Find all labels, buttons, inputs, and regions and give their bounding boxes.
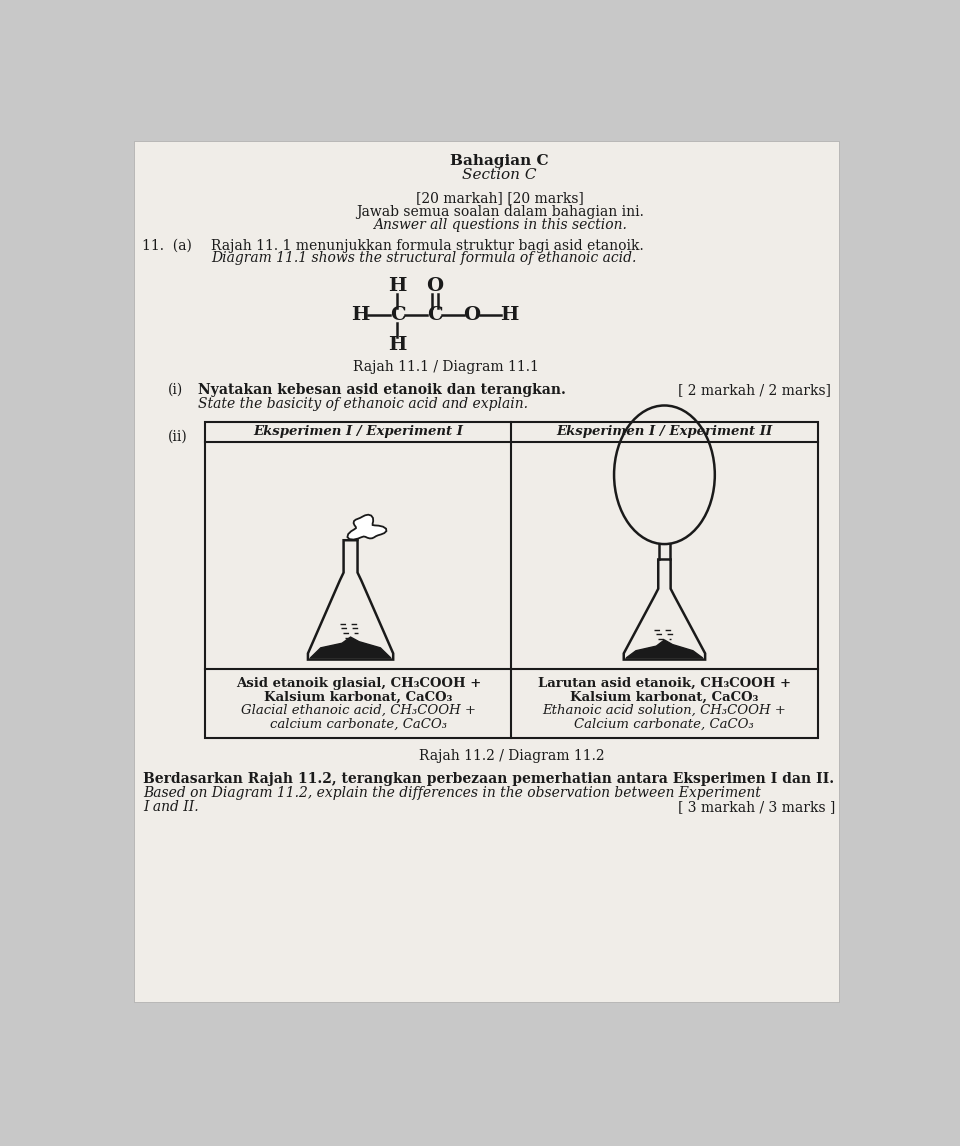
Text: Based on Diagram 11.2, explain the differences in the observation between Experi: Based on Diagram 11.2, explain the diffe… bbox=[143, 786, 761, 800]
Text: Rajah 11.1 / Diagram 11.1: Rajah 11.1 / Diagram 11.1 bbox=[353, 360, 540, 374]
Text: [ 2 markah / 2 marks]: [ 2 markah / 2 marks] bbox=[678, 383, 831, 398]
Text: C: C bbox=[427, 306, 443, 324]
Text: State the basicity of ethanoic acid and explain.: State the basicity of ethanoic acid and … bbox=[198, 397, 527, 411]
Text: Asid etanoik glasial, CH₃COOH +: Asid etanoik glasial, CH₃COOH + bbox=[236, 676, 481, 690]
Text: 11.  (a): 11. (a) bbox=[142, 240, 192, 253]
Text: Larutan asid etanoik, CH₃COOH +: Larutan asid etanoik, CH₃COOH + bbox=[538, 676, 791, 690]
Text: Rajah 11.2 / Diagram 11.2: Rajah 11.2 / Diagram 11.2 bbox=[419, 748, 604, 763]
Text: Rajah 11. 1 menunjukkan formula struktur bagi asid etanoik.: Rajah 11. 1 menunjukkan formula struktur… bbox=[211, 240, 644, 253]
Text: Eksperimen I / Experiment II: Eksperimen I / Experiment II bbox=[556, 425, 773, 438]
Text: Glacial ethanoic acid, CH₃COOH +: Glacial ethanoic acid, CH₃COOH + bbox=[241, 705, 476, 717]
Text: [20 markah] [20 marks]: [20 markah] [20 marks] bbox=[416, 191, 584, 205]
Text: Answer all questions in this section.: Answer all questions in this section. bbox=[372, 218, 627, 231]
Text: Diagram 11.1 shows the structural formula of ethanoic acid.: Diagram 11.1 shows the structural formul… bbox=[211, 251, 636, 266]
Text: O: O bbox=[464, 306, 480, 324]
Text: O: O bbox=[426, 277, 444, 296]
Text: H: H bbox=[388, 336, 407, 354]
Polygon shape bbox=[626, 639, 703, 658]
Text: [ 3 markah / 3 marks ]: [ 3 markah / 3 marks ] bbox=[678, 800, 835, 814]
Polygon shape bbox=[310, 637, 391, 658]
Text: Eksperimen I / Experiment I: Eksperimen I / Experiment I bbox=[253, 425, 464, 438]
Text: Ethanoic acid solution, CH₃COOH +: Ethanoic acid solution, CH₃COOH + bbox=[542, 705, 786, 717]
Text: Calcium carbonate, CaCO₃: Calcium carbonate, CaCO₃ bbox=[574, 719, 755, 731]
Text: Berdasarkan Rajah 11.2, terangkan perbezaan pemerhatian antara Eksperimen I dan : Berdasarkan Rajah 11.2, terangkan perbez… bbox=[143, 772, 834, 786]
Text: (i): (i) bbox=[168, 383, 183, 398]
Text: Kalsium karbonat, CaCO₃: Kalsium karbonat, CaCO₃ bbox=[570, 690, 758, 704]
Text: I and II.: I and II. bbox=[143, 800, 199, 814]
Text: Section C: Section C bbox=[463, 168, 537, 182]
Text: H: H bbox=[500, 306, 518, 324]
Text: Kalsium karbonat, CaCO₃: Kalsium karbonat, CaCO₃ bbox=[264, 690, 452, 704]
Text: H: H bbox=[351, 306, 370, 324]
Polygon shape bbox=[348, 515, 386, 540]
FancyBboxPatch shape bbox=[134, 141, 839, 1003]
Text: Bahagian C: Bahagian C bbox=[450, 155, 549, 168]
Text: Nyatakan kebesan asid etanoik dan terangkan.: Nyatakan kebesan asid etanoik dan terang… bbox=[198, 383, 565, 398]
Text: H: H bbox=[388, 277, 407, 296]
Text: (ii): (ii) bbox=[168, 430, 188, 444]
Text: C: C bbox=[390, 306, 405, 324]
Bar bbox=[205, 422, 818, 738]
Text: calcium carbonate, CaCO₃: calcium carbonate, CaCO₃ bbox=[270, 719, 446, 731]
Text: Jawab semua soalan dalam bahagian ini.: Jawab semua soalan dalam bahagian ini. bbox=[356, 205, 644, 219]
